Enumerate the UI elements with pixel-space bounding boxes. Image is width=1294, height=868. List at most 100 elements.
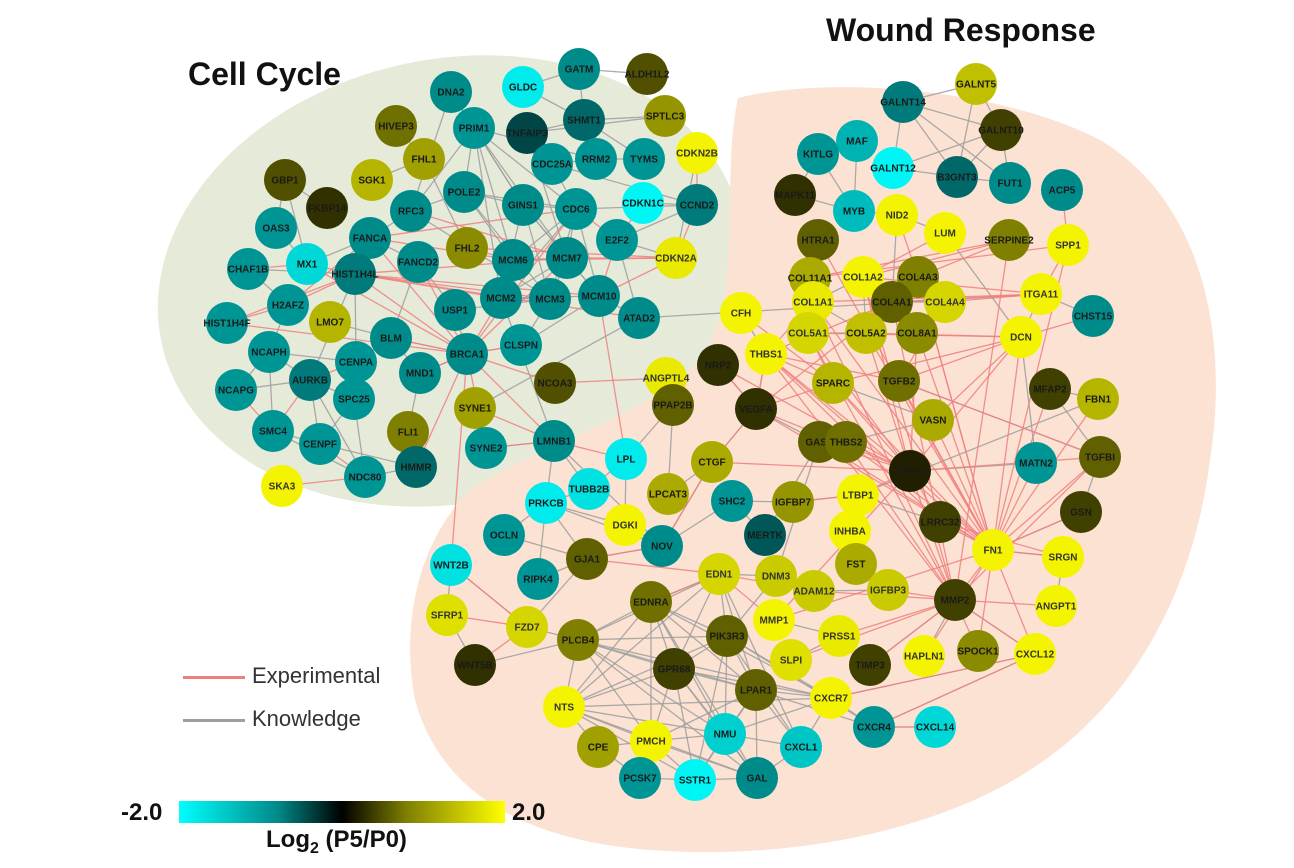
gene-node-adam12[interactable]: ADAM12 — [793, 570, 835, 612]
gene-node-tyms[interactable]: TYMS — [623, 138, 665, 180]
gene-node-fanca[interactable]: FANCA — [349, 217, 391, 259]
gene-node-nts[interactable]: NTS — [543, 686, 585, 728]
gene-node-sfrp1[interactable]: SFRP1 — [426, 594, 468, 636]
gene-node-lum[interactable]: LUM — [924, 212, 966, 254]
gene-node-lmnb1[interactable]: LMNB1 — [533, 420, 575, 462]
gene-node-col4a1[interactable]: COL4A1 — [871, 281, 913, 323]
gene-node-myb[interactable]: MYB — [833, 190, 875, 232]
gene-node-ripk4[interactable]: RIPK4 — [517, 558, 559, 600]
gene-node-chaf1b[interactable]: CHAF1B — [227, 248, 269, 290]
gene-node-mcm2[interactable]: MCM2 — [480, 277, 522, 319]
gene-node-tnfaip3[interactable]: TNFAIP3 — [506, 112, 548, 154]
gene-node-cxcr7[interactable]: CXCR7 — [810, 677, 852, 719]
gene-node-col4a4[interactable]: COL4A4 — [924, 281, 966, 323]
gene-node-lmo7[interactable]: LMO7 — [309, 301, 351, 343]
gene-node-prim1[interactable]: PRIM1 — [453, 107, 495, 149]
gene-node-cdkn2b[interactable]: CDKN2B — [676, 132, 718, 174]
gene-node-pik3r3[interactable]: PIK3R3 — [706, 615, 748, 657]
gene-node-mcm10[interactable]: MCM10 — [578, 275, 620, 317]
gene-node-galnt12[interactable]: GALNT12 — [870, 147, 916, 189]
gene-node-col8a1[interactable]: COL8A1 — [896, 312, 938, 354]
gene-node-gpr68[interactable]: GPR68 — [653, 648, 695, 690]
gene-node-rrm2[interactable]: RRM2 — [575, 138, 617, 180]
gene-node-lpar1[interactable]: LPAR1 — [735, 669, 777, 711]
gene-node-nid2[interactable]: NID2 — [876, 194, 918, 236]
gene-node-ncoa3[interactable]: NCOA3 — [534, 362, 576, 404]
gene-node-rfc3[interactable]: RFC3 — [390, 190, 432, 232]
gene-node-usp1[interactable]: USP1 — [434, 289, 476, 331]
gene-node-prss1[interactable]: PRSS1 — [818, 615, 860, 657]
gene-node-blm[interactable]: BLM — [370, 317, 412, 359]
gene-node-h2afz[interactable]: H2AFZ — [267, 284, 309, 326]
gene-node-gal[interactable]: GAL — [736, 757, 778, 799]
gene-node-thbs1[interactable]: THBS1 — [745, 333, 787, 375]
gene-node-pcsk7[interactable]: PCSK7 — [619, 757, 661, 799]
gene-node-fancd2[interactable]: FANCD2 — [397, 241, 439, 283]
gene-node-spc25[interactable]: SPC25 — [333, 378, 375, 420]
gene-node-wnt5b[interactable]: WNT5B — [454, 644, 496, 686]
gene-node-fhl2[interactable]: FHL2 — [446, 227, 488, 269]
gene-node-e2f2[interactable]: E2F2 — [596, 219, 638, 261]
gene-node-lpl[interactable]: LPL — [605, 438, 647, 480]
gene-node-ctgf[interactable]: CTGF — [691, 441, 733, 483]
gene-node-maf[interactable]: MAF — [836, 120, 878, 162]
gene-node-fut1[interactable]: FUT1 — [989, 162, 1031, 204]
gene-node-gldc[interactable]: GLDC — [502, 66, 544, 108]
gene-node-mnd1[interactable]: MND1 — [399, 352, 441, 394]
gene-node-dgki[interactable]: DGKI — [604, 504, 646, 546]
gene-node-ocln[interactable]: OCLN — [483, 514, 525, 556]
gene-node-htra1[interactable]: HTRA1 — [797, 219, 839, 261]
gene-node-mertk[interactable]: MERTK — [744, 514, 786, 556]
gene-node-ncapg[interactable]: NCAPG — [215, 369, 257, 411]
gene-node-tubb2b[interactable]: TUBB2B — [568, 468, 610, 510]
gene-node-hivep3[interactable]: HIVEP3 — [375, 105, 417, 147]
gene-node-spp1[interactable]: SPP1 — [1047, 224, 1089, 266]
gene-node-kitlg[interactable]: KITLG — [797, 133, 839, 175]
gene-node-fkbp14[interactable]: FKBP14 — [306, 187, 348, 229]
gene-node-hapln1[interactable]: HAPLN1 — [903, 635, 945, 677]
gene-node-shmt1[interactable]: SHMT1 — [563, 99, 605, 141]
gene-node-syne2[interactable]: SYNE2 — [465, 427, 507, 469]
gene-node-ednra[interactable]: EDNRA — [630, 581, 672, 623]
gene-node-slpi[interactable]: SLPI — [770, 639, 812, 681]
gene-node-spock1[interactable]: SPOCK1 — [957, 630, 999, 672]
gene-node-fhl1[interactable]: FHL1 — [403, 138, 445, 180]
gene-node-matn2[interactable]: MATN2 — [1015, 442, 1057, 484]
gene-node-wnt2b[interactable]: WNT2B — [430, 544, 472, 586]
gene-node-b3gnt3[interactable]: B3GNT3 — [936, 156, 978, 198]
gene-node-nrp2[interactable]: NRP2 — [697, 344, 739, 386]
gene-node-aldh1l2[interactable]: ALDH1L2 — [624, 53, 670, 95]
gene-node-mmp1[interactable]: MMP1 — [753, 599, 795, 641]
gene-node-fbn1[interactable]: FBN1 — [1077, 378, 1119, 420]
gene-node-cxcl12[interactable]: CXCL12 — [1014, 633, 1056, 675]
gene-node-gbp1[interactable]: GBP1 — [264, 159, 306, 201]
gene-node-gins1[interactable]: GINS1 — [502, 184, 544, 226]
gene-node-igfbp7[interactable]: IGFBP7 — [772, 481, 814, 523]
gene-node-pole2[interactable]: POLE2 — [443, 171, 485, 213]
gene-node-cxcr4[interactable]: CXCR4 — [853, 706, 895, 748]
gene-node-tgfb1[interactable]: TGFB1 — [889, 450, 931, 492]
gene-node-ccnd2[interactable]: CCND2 — [676, 184, 718, 226]
gene-node-cdkn2a[interactable]: CDKN2A — [655, 237, 697, 279]
gene-node-fli1[interactable]: FLI1 — [387, 411, 429, 453]
gene-node-ppap2b[interactable]: PPAP2B — [652, 384, 694, 426]
gene-node-itga11[interactable]: ITGA11 — [1020, 273, 1062, 315]
gene-node-ndc80[interactable]: NDC80 — [344, 456, 386, 498]
gene-node-cdc25a[interactable]: CDC25A — [531, 143, 573, 185]
gene-node-nmu[interactable]: NMU — [704, 713, 746, 755]
gene-node-mcm3[interactable]: MCM3 — [529, 278, 571, 320]
gene-node-galnt5[interactable]: GALNT5 — [955, 63, 997, 105]
gene-node-sstr1[interactable]: SSTR1 — [674, 759, 716, 801]
gene-node-smc4[interactable]: SMC4 — [252, 410, 294, 452]
gene-node-nov[interactable]: NOV — [641, 525, 683, 567]
gene-node-cpe[interactable]: CPE — [577, 726, 619, 768]
gene-node-cfh[interactable]: CFH — [720, 292, 762, 334]
gene-node-dnm3[interactable]: DNM3 — [755, 555, 797, 597]
gene-node-inhba[interactable]: INHBA — [829, 510, 871, 552]
gene-node-sparc[interactable]: SPARC — [812, 362, 854, 404]
gene-node-gsn[interactable]: GSN — [1060, 491, 1102, 533]
gene-node-galnt10[interactable]: GALNT10 — [978, 109, 1024, 151]
gene-node-pmch[interactable]: PMCH — [630, 720, 672, 762]
gene-node-cxcl1[interactable]: CXCL1 — [780, 726, 822, 768]
gene-node-fzd7[interactable]: FZD7 — [506, 606, 548, 648]
